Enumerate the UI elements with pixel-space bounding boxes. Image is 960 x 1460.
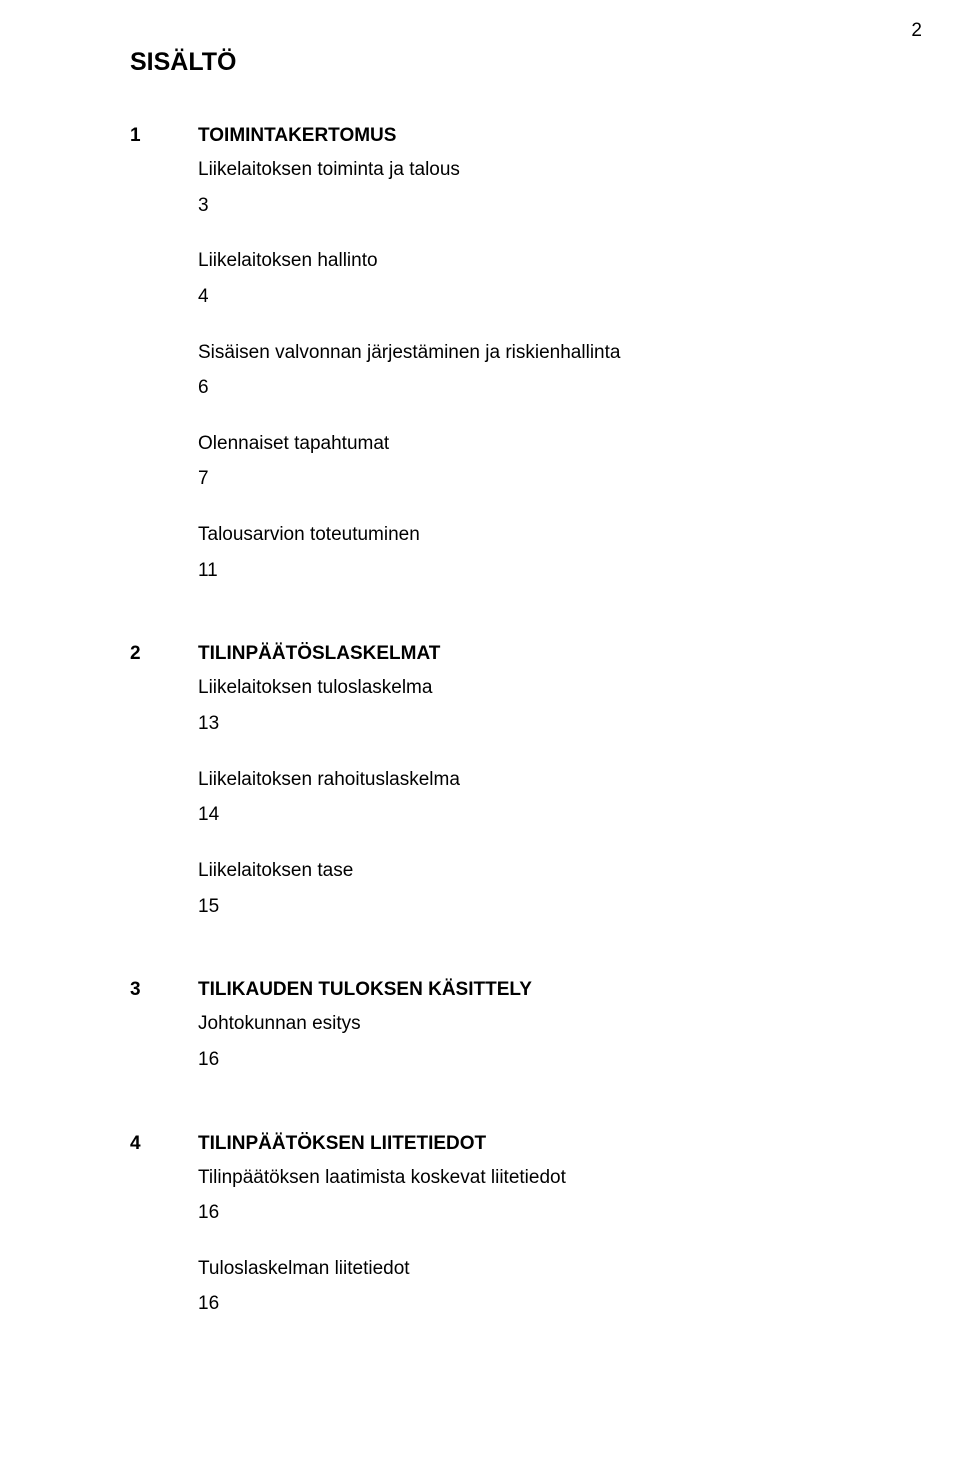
toc-section-heading: TILIKAUDEN TULOKSEN KÄSITTELY <box>198 979 532 1001</box>
toc-item-label: Olennaiset tapahtumat <box>198 431 850 457</box>
toc-item-page: 14 <box>198 802 850 828</box>
toc-item-label: Johtokunnan esitys <box>198 1011 850 1037</box>
toc-item-label: Liikelaitoksen tase <box>198 858 850 884</box>
toc-item-page: 11 <box>198 558 850 584</box>
toc-item-page: 4 <box>198 284 850 310</box>
toc-section-row: 2 TILINPÄÄTÖSLASKELMAT <box>130 643 850 665</box>
toc-item-page: 16 <box>198 1291 850 1317</box>
toc-item-label: Tilinpäätöksen laatimista koskevat liite… <box>198 1165 850 1191</box>
document-page: 2 SISÄLTÖ 1 TOIMINTAKERTOMUS Liikelaitok… <box>0 0 960 1460</box>
toc-item-label: Liikelaitoksen tuloslaskelma <box>198 675 850 701</box>
toc-item-page: 16 <box>198 1047 850 1073</box>
document-title: SISÄLTÖ <box>130 48 850 77</box>
toc-section-number: 3 <box>130 979 198 1001</box>
toc-section-heading: TILINPÄÄTÖKSEN LIITETIEDOT <box>198 1133 486 1155</box>
toc-item-label: Sisäisen valvonnan järjestäminen ja risk… <box>198 340 850 366</box>
toc-item-page: 7 <box>198 466 850 492</box>
toc-section-heading: TILINPÄÄTÖSLASKELMAT <box>198 643 440 665</box>
toc-section-heading: TOIMINTAKERTOMUS <box>198 125 396 147</box>
toc-section-row: 1 TOIMINTAKERTOMUS <box>130 125 850 147</box>
toc-item-label: Liikelaitoksen rahoituslaskelma <box>198 767 850 793</box>
toc-section-number: 2 <box>130 643 198 665</box>
toc-section-row: 4 TILINPÄÄTÖKSEN LIITETIEDOT <box>130 1133 850 1155</box>
toc-item-page: 15 <box>198 894 850 920</box>
toc-item-label: Talousarvion toteutuminen <box>198 522 850 548</box>
toc-item-label: Liikelaitoksen toiminta ja talous <box>198 157 850 183</box>
toc-section-number: 1 <box>130 125 198 147</box>
toc-section-row: 3 TILIKAUDEN TULOKSEN KÄSITTELY <box>130 979 850 1001</box>
toc-section-number: 4 <box>130 1133 198 1155</box>
page-number: 2 <box>911 20 922 42</box>
toc-item-page: 3 <box>198 193 850 219</box>
toc-item-page: 13 <box>198 711 850 737</box>
toc-item-label: Liikelaitoksen hallinto <box>198 248 850 274</box>
toc-item-label: Tuloslaskelman liitetiedot <box>198 1256 850 1282</box>
toc-item-page: 6 <box>198 375 850 401</box>
toc-item-page: 16 <box>198 1200 850 1226</box>
